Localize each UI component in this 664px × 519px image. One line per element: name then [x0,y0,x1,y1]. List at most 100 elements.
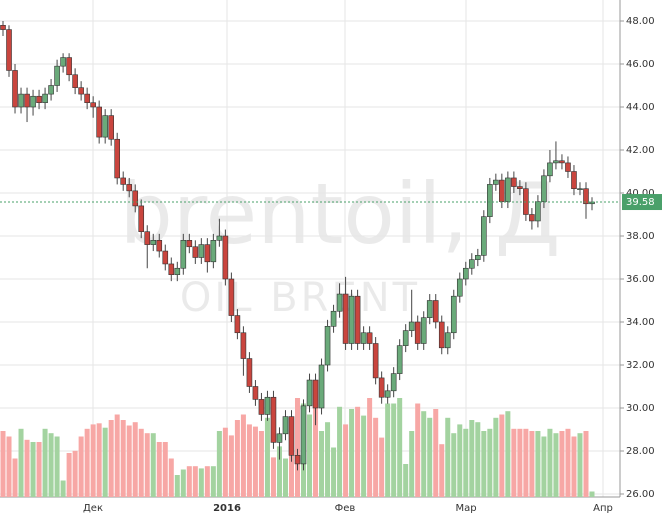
volume-bar [367,398,373,497]
last-price-box [622,194,662,211]
candle-body [318,364,325,409]
candle-body [408,321,415,331]
volume-bar [90,424,96,497]
volume-bar [547,428,553,497]
candle-body [84,93,90,103]
volume-bar [210,466,216,497]
last-price-label: 39.58 [626,197,655,208]
candle-body [420,317,427,344]
candle-body [487,184,493,217]
candle-body [276,433,283,443]
volume-bar [313,403,319,497]
candle-body [456,278,463,297]
volume-bar [30,442,36,497]
candle-body [300,405,307,465]
volume-bar [132,422,138,497]
candle-body [6,29,12,71]
volume-bar [234,420,240,497]
candle-body [336,293,343,312]
candle-body [246,358,253,387]
volume-bar [156,442,162,497]
candle-body [342,293,349,344]
volume-bar [409,431,415,497]
volume-bar [78,436,84,497]
candle-body [114,138,120,179]
candle-body [378,377,385,398]
volume-bar [529,431,535,497]
volume-bar [276,446,282,497]
volume-bar [523,428,529,497]
volume-bar [258,431,264,497]
candle-body [294,454,301,465]
volume-bar [511,428,517,497]
candle-body [541,175,547,202]
candle-body [462,267,469,280]
y-tick-label: 28.00 [626,446,655,457]
candle-body [475,255,481,260]
candle-body [493,179,499,185]
candle-body [360,332,367,344]
candle-body [372,343,379,379]
candle-body [150,240,157,245]
candle-body [60,57,66,67]
candle-body [42,93,48,103]
volume-bar [457,424,463,497]
volume-bar [307,414,313,497]
volume-bar [343,424,349,497]
volume-bar [246,424,252,497]
candle-body [234,315,241,334]
y-tick-label: 36.00 [626,274,655,285]
y-tick-label: 48.00 [626,16,655,27]
candle-body [186,240,193,248]
candle-body [517,186,523,190]
candle-body [312,379,319,409]
candle-body [511,177,517,187]
candle-body [288,416,295,456]
volume-bar [577,433,583,497]
volume-bar [36,442,42,497]
candle-body [132,190,139,207]
candle-body [54,65,60,86]
volume-bar [48,433,54,497]
candle-body [192,246,199,258]
candle-body [306,379,313,407]
y-tick-label: 44.00 [626,102,655,113]
volume-bar [288,436,294,497]
volume-bar [481,431,487,497]
candle-body [66,57,72,76]
volume-bar [240,414,246,497]
candle-body [120,177,127,185]
volume-bar [114,414,120,497]
volume-bar [493,417,499,497]
volume-bar [487,428,493,497]
candle-body [36,95,42,103]
volume-bar [192,466,198,497]
candle-body [102,115,108,138]
candle-body [210,240,217,263]
y-tick-label: 30.00 [626,403,655,414]
volume-bar [427,417,433,497]
volume-bar [294,398,301,497]
candle-body [366,332,373,344]
candle-body [252,386,259,400]
candle-body [222,235,229,280]
volume-bar [325,422,331,497]
volume-bar [349,409,355,497]
volume-bar [102,427,108,497]
volume-bar [228,435,234,497]
volume-bar [72,450,78,497]
volume-bar [475,422,481,497]
candle-body [126,184,133,192]
volume-bar [264,417,270,497]
candle-body [481,216,487,256]
volume-bar [559,431,565,497]
volume-bar [150,433,156,497]
y-tick-label: 26.00 [626,489,655,500]
candle-body [138,205,145,232]
volume-bar [517,428,523,497]
y-tick-label: 40.00 [626,188,655,199]
volume-bar [186,466,192,497]
volume-bar [355,406,361,497]
volume-bar [252,426,258,497]
volume-bar [319,431,325,497]
